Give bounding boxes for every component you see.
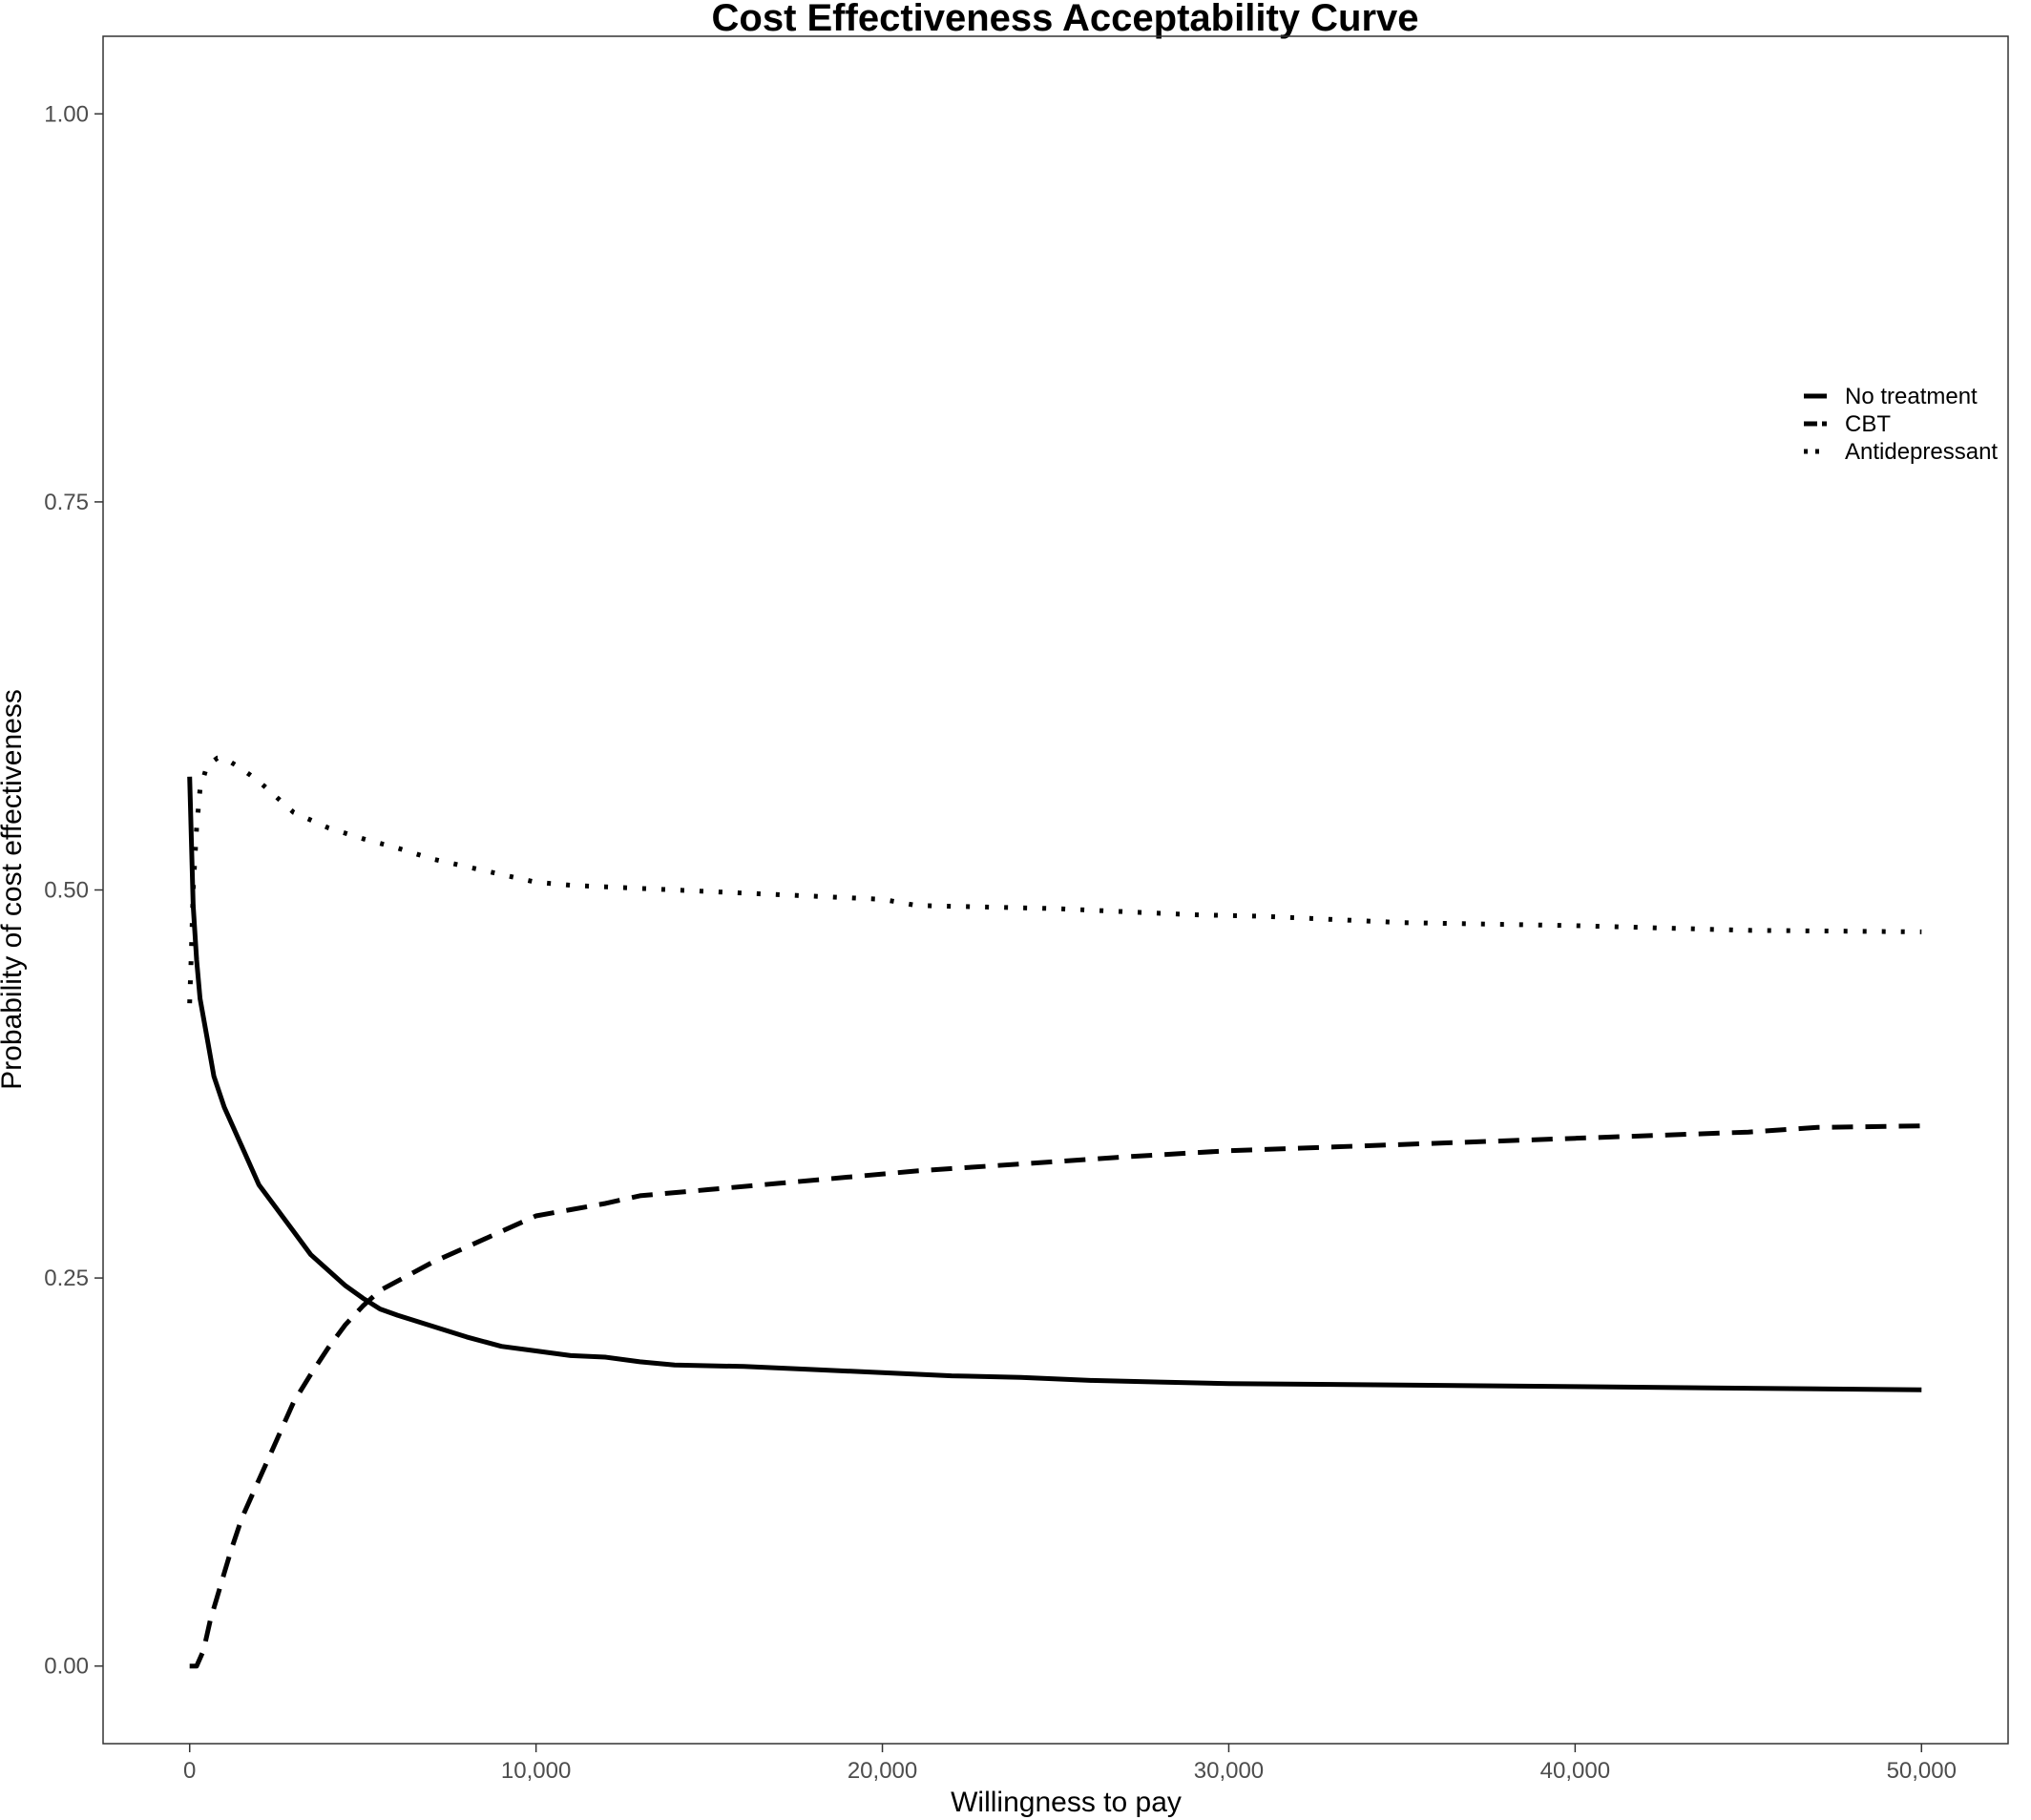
x-tick-label: 20,000 bbox=[848, 1758, 917, 1784]
legend-label: Antidepressant bbox=[1845, 439, 1998, 465]
x-tick-label: 50,000 bbox=[1887, 1758, 1957, 1784]
y-tick-label: 0.75 bbox=[44, 490, 89, 515]
x-tick-label: 10,000 bbox=[501, 1758, 571, 1784]
y-axis: 0.00 0.25 0.50 0.75 1.00 bbox=[44, 101, 103, 1680]
y-tick-label: 0.50 bbox=[44, 878, 89, 904]
y-tick-label: 1.00 bbox=[44, 101, 89, 127]
y-tick-label: 0.00 bbox=[44, 1654, 89, 1680]
y-axis-title: Probability of cost effectiveness bbox=[0, 689, 28, 1090]
legend-label: CBT bbox=[1845, 411, 1891, 437]
x-tick-label: 30,000 bbox=[1194, 1758, 1264, 1784]
x-axis-title: Willingness to pay bbox=[951, 1787, 1182, 1818]
series-layer bbox=[187, 755, 1922, 1669]
x-tick-label: 40,000 bbox=[1540, 1758, 1610, 1784]
x-tick-label: 0 bbox=[183, 1758, 196, 1784]
x-axis: 0 10,000 20,000 30,000 40,000 50,000 bbox=[183, 1744, 1957, 1784]
chart-title: Cost Effectiveness Acceptability Curve bbox=[712, 0, 1419, 39]
y-tick-label: 0.25 bbox=[44, 1266, 89, 1291]
series-line-antidepressant bbox=[187, 755, 1922, 1004]
series-line-no-treatment bbox=[187, 776, 1922, 1392]
legend-label: No treatment bbox=[1845, 384, 1978, 409]
